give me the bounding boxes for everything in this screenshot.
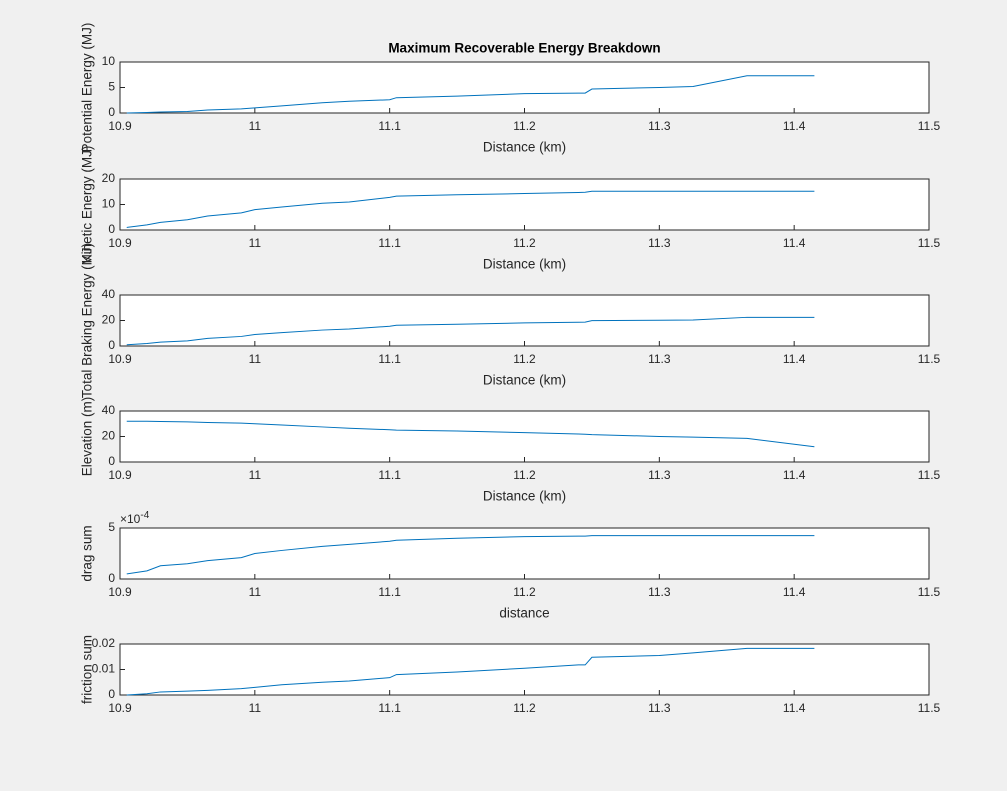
x-tick-label: 11.2 [513,236,536,250]
data-line [126,190,815,228]
x-tick-label: 11.5 [918,701,941,715]
exponent-power: -4 [140,510,149,521]
data-line [126,75,815,114]
x-tick-label: 11.1 [378,701,401,715]
x-tick-label: 11 [249,585,262,599]
x-tick-label: 11 [249,352,262,366]
x-tick-label: 11 [249,468,262,482]
x-tick-label: 11.2 [513,119,536,133]
x-tick-label: 11.3 [648,468,671,482]
y-tick-label: 10 [102,54,116,68]
x-tick-label: 11.4 [783,352,806,366]
y-tick-label: 40 [102,287,116,301]
y-tick-label: 20 [102,171,116,185]
subplot: 10.9 11 11.1 11.2 11.3 11.4 11.5 0 10 20 Distance … [80,146,941,272]
x-axis-label: distance [499,606,549,621]
x-tick-label: 11.5 [918,236,941,250]
x-tick-label: 11.3 [648,352,671,366]
y-tick-label: 0 [108,338,115,352]
y-axis-label: Elevation (m) [80,397,95,477]
axes-box [119,61,930,114]
chart-title: Maximum Recoverable Energy Breakdown [388,41,660,56]
x-tick-label: 11.2 [513,352,536,366]
x-axis-label: Distance (km) [483,257,566,272]
x-tick-label: 11.1 [378,119,401,133]
x-tick-label: 11.5 [918,119,941,133]
y-tick-label: 5 [108,520,115,534]
x-axis-label: Distance (km) [483,373,566,388]
x-tick-label: 11.3 [648,701,671,715]
x-tick-label: 11.4 [783,585,806,599]
x-tick-label: 11.5 [918,468,941,482]
data-line [126,535,815,575]
y-tick-label: 5 [108,80,115,94]
axes-box [119,294,930,347]
x-tick-label: 10.9 [108,236,132,250]
x-tick-label: 11.1 [378,585,401,599]
x-tick-label: 11.4 [783,468,806,482]
x-tick-label: 11.5 [918,585,941,599]
exponent-base: ×10 [120,512,141,526]
x-tick-label: 11.3 [648,236,671,250]
x-tick-label: 11 [249,701,262,715]
x-tick-label: 11.1 [378,236,401,250]
x-tick-label: 11.3 [648,119,671,133]
axes-box [119,410,930,463]
x-tick-label: 11.3 [648,585,671,599]
y-tick-label: 20 [102,313,116,327]
y-tick-label: 0 [108,687,115,701]
x-tick-label: 11 [249,236,262,250]
y-tick-label: 0 [108,454,115,468]
x-tick-label: 11 [249,119,262,133]
x-tick-label: 11.2 [513,585,536,599]
subplot: 10.9 11 11.1 11.2 11.3 11.4 11.5 0 5 distance drag… [80,510,941,621]
y-axis-label: drag sum [80,525,95,581]
x-tick-label: 11.1 [378,468,401,482]
x-tick-label: 10.9 [108,352,132,366]
y-tick-label: 40 [102,403,116,417]
data-line [126,647,815,696]
y-tick-label: 0.01 [92,662,116,676]
axes-box [119,178,930,231]
subplot: 10.9 11 11.1 11.2 11.3 11.4 11.5 0 20 40 Distance … [80,243,941,398]
y-tick-label: 20 [102,429,116,443]
y-axis-label: Potential Energy (MJ) [80,23,95,153]
data-line [126,316,815,346]
axes-box [119,643,930,696]
x-tick-label: 11.4 [783,701,806,715]
x-tick-label: 10.9 [108,119,132,133]
y-tick-label: 0.02 [92,636,116,650]
x-tick-label: 11.5 [918,352,941,366]
y-axis-label: Kinetic Energy (MJ) [80,146,95,264]
y-tick-label: 0 [108,222,115,236]
data-line [126,420,815,448]
y-tick-label: 0 [108,571,115,585]
x-tick-label: 10.9 [108,701,132,715]
y-exponent: ×10-4 [120,510,150,527]
x-tick-label: 11.4 [783,119,806,133]
y-tick-label: 0 [108,105,115,119]
x-tick-label: 11.2 [513,701,536,715]
y-axis-label: Total Braking Energy (MJ) [80,243,95,398]
x-tick-label: 10.9 [108,585,132,599]
subplot: 10.9 11 11.1 11.2 11.3 11.4 11.5 0 5 10 Maximum Re… [80,23,941,155]
x-tick-label: 11.1 [378,352,401,366]
x-axis-label: Distance (km) [483,489,566,504]
subplot: 10.9 11 11.1 11.2 11.3 11.4 11.5 0 20 40 Distance … [80,397,941,504]
x-axis-label: Distance (km) [483,140,566,155]
x-tick-label: 10.9 [108,468,132,482]
x-tick-label: 11.4 [783,236,806,250]
y-tick-label: 10 [102,197,116,211]
y-axis-label: friction sum [80,635,95,704]
x-tick-label: 11.2 [513,468,536,482]
subplot: 10.9 11 11.1 11.2 11.3 11.4 11.5 0 0.01 0.02frict… [80,635,941,715]
